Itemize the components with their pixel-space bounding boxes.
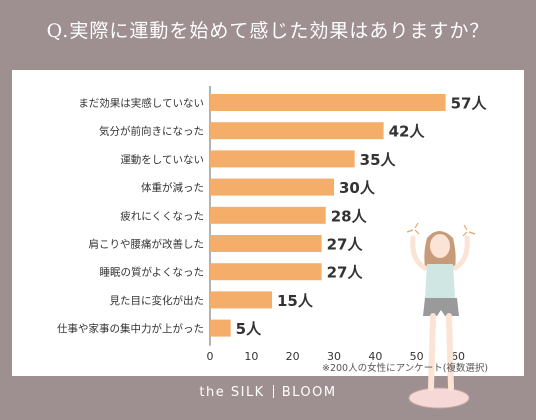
category-label: 運動をしていない <box>120 153 204 166</box>
bar <box>210 206 326 224</box>
page-title: Q.実際に運動を始めて感じた効果はありますか？ <box>46 20 490 42</box>
bar <box>210 235 322 252</box>
woman-illustration <box>406 222 476 409</box>
data-label: 42人 <box>389 123 426 141</box>
bar <box>210 319 231 337</box>
category-label: 気分が前向きになった <box>99 125 204 138</box>
category-label: 疲れにくくなった <box>120 209 204 222</box>
x-tick-label: 30 <box>327 350 341 363</box>
brand-right: BLOOM <box>281 385 337 400</box>
data-label: 15人 <box>277 292 314 310</box>
x-tick-label: 20 <box>286 350 300 363</box>
x-tick-label: 60 <box>451 350 465 363</box>
data-label: 5人 <box>236 320 262 338</box>
bar <box>210 122 384 140</box>
category-label: 睡眠の質がよくなった <box>100 266 204 279</box>
footnote: ※200人の女性にアンケート(複数選択) <box>322 363 489 374</box>
brand-left: the SILK <box>199 385 265 400</box>
data-label: 27人 <box>327 236 364 254</box>
chart-panel: まだ効果は実感していない 57人気分が前向きになった 42人運動をしていない 35人体… <box>12 70 524 409</box>
bar <box>210 291 272 309</box>
bar <box>210 263 322 281</box>
data-label: 57人 <box>451 95 488 113</box>
x-tick-label: 40 <box>368 350 382 363</box>
category-label: 仕事や家事の集中力が上がった <box>57 322 204 335</box>
data-label: 30人 <box>339 179 376 197</box>
bar <box>210 150 355 168</box>
category-label: 体重が減った <box>141 181 204 194</box>
x-tick-label: 10 <box>244 350 258 363</box>
category-label: 肩こりや腰痛が改善した <box>89 238 205 251</box>
data-label: 35人 <box>360 151 397 169</box>
data-label: 28人 <box>331 207 368 225</box>
bar <box>210 94 446 111</box>
x-tick-label: 0 <box>207 350 214 363</box>
bar <box>210 178 334 196</box>
category-label: まだ効果は実感していない <box>78 97 204 110</box>
brand-logo: the SILK BLOOM <box>0 385 536 400</box>
category-label: 見た目に変化が出た <box>110 294 205 307</box>
brand-divider <box>272 385 274 398</box>
x-tick-label: 50 <box>410 350 424 363</box>
data-label: 27人 <box>327 264 364 282</box>
